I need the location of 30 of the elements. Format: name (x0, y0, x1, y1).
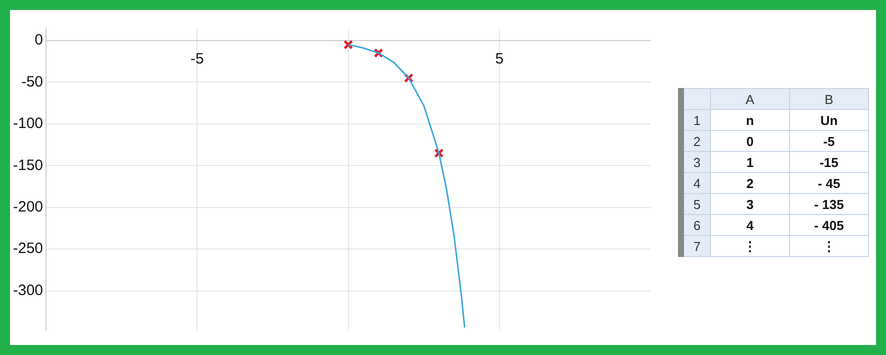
y-tick-label: -100 (12, 115, 44, 132)
y-tick-label: -200 (12, 198, 44, 216)
text: ⋮ (710, 236, 790, 256)
text: A (710, 88, 790, 110)
text: - 45 (790, 172, 868, 194)
y-tick-label: -50 (21, 73, 44, 90)
text: 2 (710, 172, 790, 194)
y-tick-label: -250 (12, 240, 44, 258)
text: n (710, 110, 790, 130)
text: 3 (681, 152, 710, 172)
text: 2 (681, 130, 710, 152)
text: Un (790, 110, 868, 130)
text: - 135 (790, 194, 868, 214)
text: 0 (710, 130, 790, 152)
text: -15 (790, 152, 868, 172)
y-tick-label: -150 (12, 156, 44, 174)
text: 4 (710, 214, 790, 236)
text: 5 (681, 194, 710, 214)
y-tick-label: -300 (12, 282, 44, 299)
text: B (790, 88, 868, 110)
text: ⋮ (790, 236, 868, 256)
text: 3 (710, 194, 790, 214)
text: -5 (790, 130, 868, 152)
text: 4 (681, 172, 710, 194)
text: 1 (681, 110, 710, 130)
text: 1 (710, 152, 790, 172)
text: - 405 (790, 214, 868, 236)
text: 7 (681, 236, 710, 256)
text: 6 (681, 214, 710, 236)
y-tick-label: 0 (34, 32, 44, 49)
